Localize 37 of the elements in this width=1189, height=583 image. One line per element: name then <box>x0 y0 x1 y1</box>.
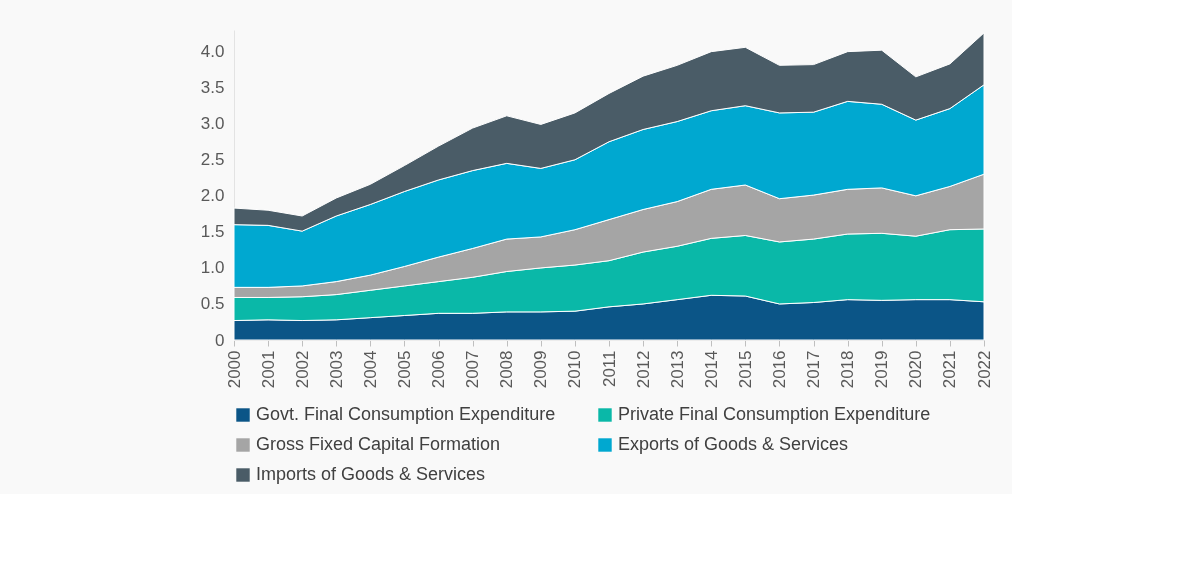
x-tick-label: 2002 <box>292 350 312 389</box>
y-tick-label: 2.5 <box>200 150 225 170</box>
x-tick-label: 2004 <box>360 350 380 389</box>
y-tick-label: 2.0 <box>200 186 225 206</box>
x-tick-label: 2013 <box>667 350 687 389</box>
x-tick-label: 2020 <box>906 350 926 389</box>
legend-label: Imports of Goods & Services <box>256 464 486 484</box>
x-tick-label: 2015 <box>735 350 755 389</box>
x-tick-label: 2022 <box>974 350 994 389</box>
x-tick-label: 2008 <box>497 350 517 389</box>
legend-label: Gross Fixed Capital Formation <box>256 434 501 454</box>
y-tick-label: 0.5 <box>200 294 225 314</box>
x-tick-label: 2014 <box>701 350 721 389</box>
legend-label: Private Final Consumption Expenditure <box>618 404 931 424</box>
legend-label: Exports of Goods & Services <box>618 434 849 454</box>
x-tick-label: 2017 <box>804 350 824 389</box>
x-tick-label: 2016 <box>769 350 789 389</box>
x-tick-label: 2021 <box>940 350 960 389</box>
y-tick-label: 3.5 <box>200 78 225 98</box>
y-tick-label: 1.0 <box>200 258 225 278</box>
x-tick-label: 2001 <box>258 350 278 389</box>
x-tick-label: 2010 <box>565 350 585 389</box>
x-tick-label: 2011 <box>599 350 619 388</box>
x-tick-label: 2006 <box>429 350 449 389</box>
x-tick-label: 2000 <box>224 350 244 389</box>
x-tick-label: 2005 <box>394 350 414 389</box>
x-tick-label: 2019 <box>872 350 892 389</box>
x-tick-label: 2007 <box>463 350 483 389</box>
y-tick-label: 4.0 <box>200 42 225 62</box>
y-tick-label: 1.5 <box>200 222 225 242</box>
x-tick-label: 2012 <box>633 350 653 389</box>
x-tick-label: 2009 <box>531 350 551 389</box>
y-tick-label: 3.0 <box>200 114 225 134</box>
y-tick-label: 0 <box>215 330 225 350</box>
x-tick-label: 2018 <box>838 350 858 389</box>
x-tick-label: 2003 <box>326 350 346 389</box>
legend-label: Govt. Final Consumption Expenditure <box>256 404 556 424</box>
